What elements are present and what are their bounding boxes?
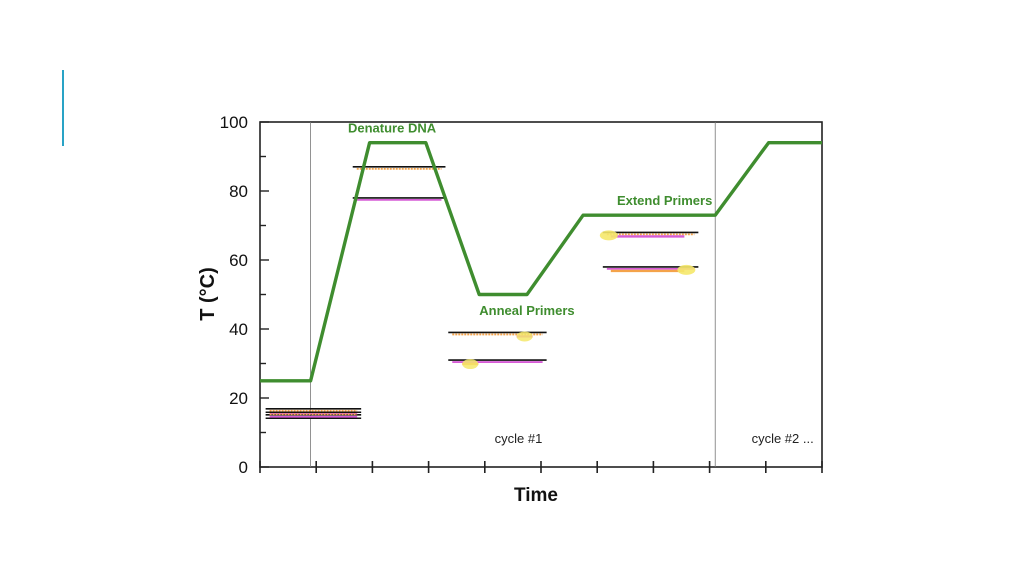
dna-strand-denature-1 (352, 166, 446, 170)
x-axis-title: Time (514, 485, 558, 506)
y-tick-label: 80 (229, 182, 248, 201)
annotation-1: Anneal Primers (479, 303, 574, 318)
y-tick-label: 0 (239, 458, 248, 477)
y-axis-title: T (°C) (197, 267, 219, 321)
y-tick-label: 100 (220, 113, 248, 132)
annotation-0: Denature DNA (348, 120, 437, 135)
dna-strand-extend-6 (602, 264, 699, 275)
cycle-label-1: cycle #2 ... (752, 431, 814, 446)
temperature-line (260, 141, 822, 383)
annotation-2: Extend Primers (617, 193, 712, 208)
y-tick-label: 60 (229, 251, 248, 270)
y-tick-label: 20 (229, 389, 248, 408)
dna-strand-anneal-3 (448, 331, 547, 342)
dna-strand-denature-2 (352, 197, 446, 201)
cycle-label-0: cycle #1 (495, 431, 543, 446)
dna-strand-start-0 (265, 407, 362, 420)
dna-strand-extend-5 (599, 230, 699, 241)
accent-bar (62, 70, 64, 146)
y-tick-label: 40 (229, 320, 248, 339)
dna-strand-anneal-4 (448, 359, 547, 370)
